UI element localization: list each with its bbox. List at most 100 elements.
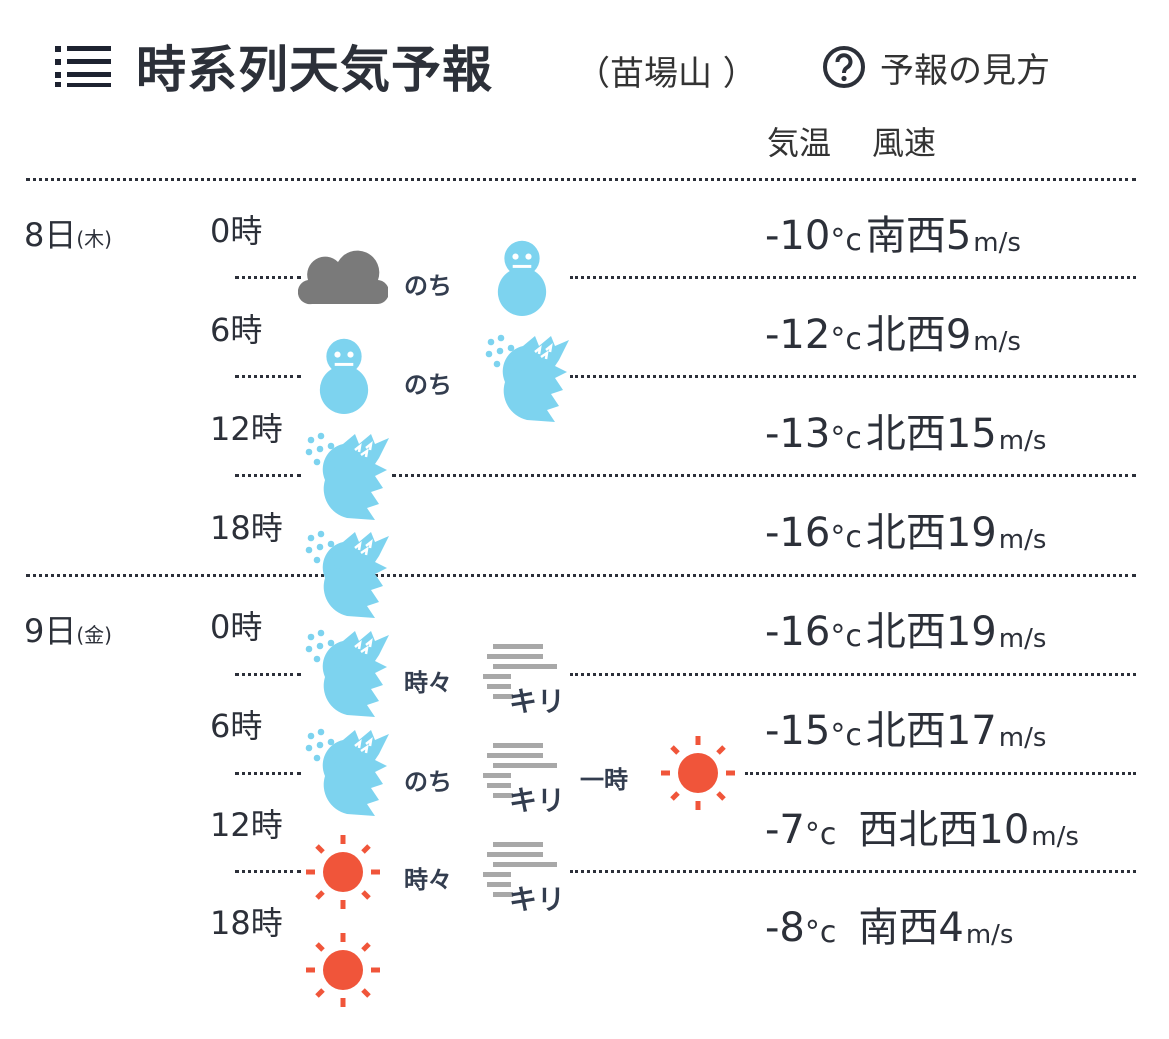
wind-unit: m/s bbox=[998, 426, 1047, 456]
column-temp-label: 気温 bbox=[767, 124, 832, 162]
temp-unit: °c bbox=[830, 520, 862, 555]
temp-unit: °c bbox=[804, 817, 837, 852]
weather-connector: のち bbox=[404, 272, 452, 300]
wind-direction: 北西 bbox=[865, 609, 946, 655]
hour-label: 0時 bbox=[210, 608, 263, 646]
temperature: -16 bbox=[765, 510, 831, 556]
hour-label: 6時 bbox=[210, 311, 263, 349]
snowstorm-icon bbox=[483, 332, 569, 424]
help-link[interactable]: 予報の見方 bbox=[822, 42, 1050, 92]
wind-speed: 19 bbox=[945, 609, 997, 655]
snowman-icon bbox=[494, 238, 550, 316]
sun-icon bbox=[303, 930, 383, 1010]
weather-connector: 一時 bbox=[580, 766, 628, 794]
wind-unit: m/s bbox=[998, 723, 1047, 753]
fog-label: キリ bbox=[509, 685, 566, 718]
wind-direction: 北西 bbox=[865, 708, 946, 754]
fog-icon: キリ bbox=[483, 644, 567, 718]
weather-connector: のち bbox=[404, 768, 452, 796]
hour-label: 12時 bbox=[210, 410, 283, 448]
day-label: 9日(金) bbox=[24, 612, 112, 650]
wind-speed: 19 bbox=[945, 510, 997, 556]
question-circle-icon bbox=[823, 46, 865, 88]
row-separator bbox=[235, 870, 301, 873]
wind-unit: m/s bbox=[965, 920, 1014, 950]
temp-unit: °c bbox=[804, 915, 837, 950]
temperature: -13 bbox=[765, 411, 831, 457]
sun-icon bbox=[658, 733, 738, 813]
weather-connector: 時々 bbox=[404, 669, 452, 697]
wind-unit: m/s bbox=[1031, 822, 1079, 852]
temp-unit: °c bbox=[830, 619, 862, 654]
fog-icon: キリ bbox=[483, 842, 567, 916]
temperature: -7 bbox=[765, 807, 805, 853]
wind-unit: m/s bbox=[973, 228, 1021, 258]
help-label: 予報の見方 bbox=[880, 50, 1050, 91]
temperature: -8 bbox=[765, 905, 805, 951]
temperature: -16 bbox=[765, 609, 831, 655]
forecast-row: -13 °c 北西 15 m/s bbox=[765, 398, 1046, 454]
sun-icon bbox=[303, 832, 383, 912]
menu-icon[interactable] bbox=[55, 45, 111, 87]
temp-unit: °c bbox=[830, 421, 862, 456]
fog-label: キリ bbox=[509, 883, 566, 916]
wind-unit: m/s bbox=[998, 525, 1047, 555]
hour-label: 18時 bbox=[210, 509, 283, 547]
wind-direction: 南西 bbox=[865, 213, 946, 259]
location-name: （苗場山 ） bbox=[576, 54, 757, 94]
row-separator bbox=[745, 772, 1136, 775]
wind-speed: 15 bbox=[945, 411, 997, 457]
wind-unit: m/s bbox=[973, 327, 1021, 357]
wind-speed: 4 bbox=[938, 905, 964, 951]
weather-connector: 時々 bbox=[404, 866, 452, 894]
fog-icon: キリ bbox=[483, 743, 567, 817]
snowstorm-icon bbox=[303, 528, 389, 620]
temperature: -10 bbox=[765, 213, 831, 259]
forecast-row: -12 °c 北西 9 m/s bbox=[765, 299, 1021, 355]
snowstorm-icon bbox=[303, 726, 389, 818]
hour-label: 0時 bbox=[210, 212, 263, 250]
forecast-row: -7 °c 西北西 10 m/s bbox=[765, 794, 1079, 850]
temperature: -15 bbox=[765, 708, 831, 754]
row-separator bbox=[235, 673, 301, 676]
hour-label: 18時 bbox=[210, 904, 283, 942]
row-separator bbox=[235, 772, 301, 775]
row-separator bbox=[570, 673, 1136, 676]
page-title: 時系列天気予報 bbox=[136, 41, 493, 99]
wind-speed: 17 bbox=[945, 708, 997, 754]
forecast-row: -16 °c 北西 19 m/s bbox=[765, 497, 1046, 553]
forecast-row: -15 °c 北西 17 m/s bbox=[765, 695, 1046, 751]
row-separator bbox=[392, 474, 1136, 477]
wind-speed: 10 bbox=[978, 807, 1030, 853]
wind-direction: 北西 bbox=[865, 411, 946, 457]
fog-label: キリ bbox=[509, 784, 566, 817]
column-wind-label: 風速 bbox=[872, 124, 937, 162]
hour-label: 6時 bbox=[210, 707, 263, 745]
wind-direction: 南西 bbox=[858, 905, 939, 951]
row-separator bbox=[570, 870, 1136, 873]
row-separator bbox=[570, 375, 1136, 378]
forecast-row: -10 °c 南西 5 m/s bbox=[765, 200, 1021, 256]
weather-connector: のち bbox=[404, 371, 452, 399]
row-separator bbox=[235, 276, 301, 279]
temp-unit: °c bbox=[830, 718, 862, 753]
forecast-row: -8 °c 南西 4 m/s bbox=[765, 892, 1013, 948]
wind-unit: m/s bbox=[998, 624, 1047, 654]
wind-direction: 北西 bbox=[865, 510, 946, 556]
snowstorm-icon bbox=[303, 430, 389, 522]
wind-speed: 9 bbox=[945, 312, 972, 358]
row-separator bbox=[235, 474, 301, 477]
day-label: 8日(木) bbox=[24, 216, 112, 254]
wind-direction: 北西 bbox=[865, 312, 946, 358]
hour-label: 12時 bbox=[210, 806, 283, 844]
temp-unit: °c bbox=[830, 223, 862, 258]
wind-speed: 5 bbox=[945, 213, 972, 259]
wind-direction: 西北西 bbox=[858, 807, 979, 853]
temperature: -12 bbox=[765, 312, 831, 358]
day-separator bbox=[26, 178, 1136, 181]
row-separator bbox=[235, 375, 301, 378]
forecast-row: -16 °c 北西 19 m/s bbox=[765, 596, 1046, 652]
cloud-icon bbox=[298, 250, 388, 306]
row-separator bbox=[570, 276, 1136, 279]
day-separator bbox=[26, 574, 1136, 577]
